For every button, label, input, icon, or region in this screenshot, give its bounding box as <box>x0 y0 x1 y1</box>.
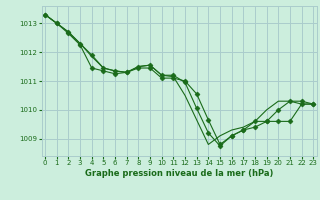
X-axis label: Graphe pression niveau de la mer (hPa): Graphe pression niveau de la mer (hPa) <box>85 169 273 178</box>
